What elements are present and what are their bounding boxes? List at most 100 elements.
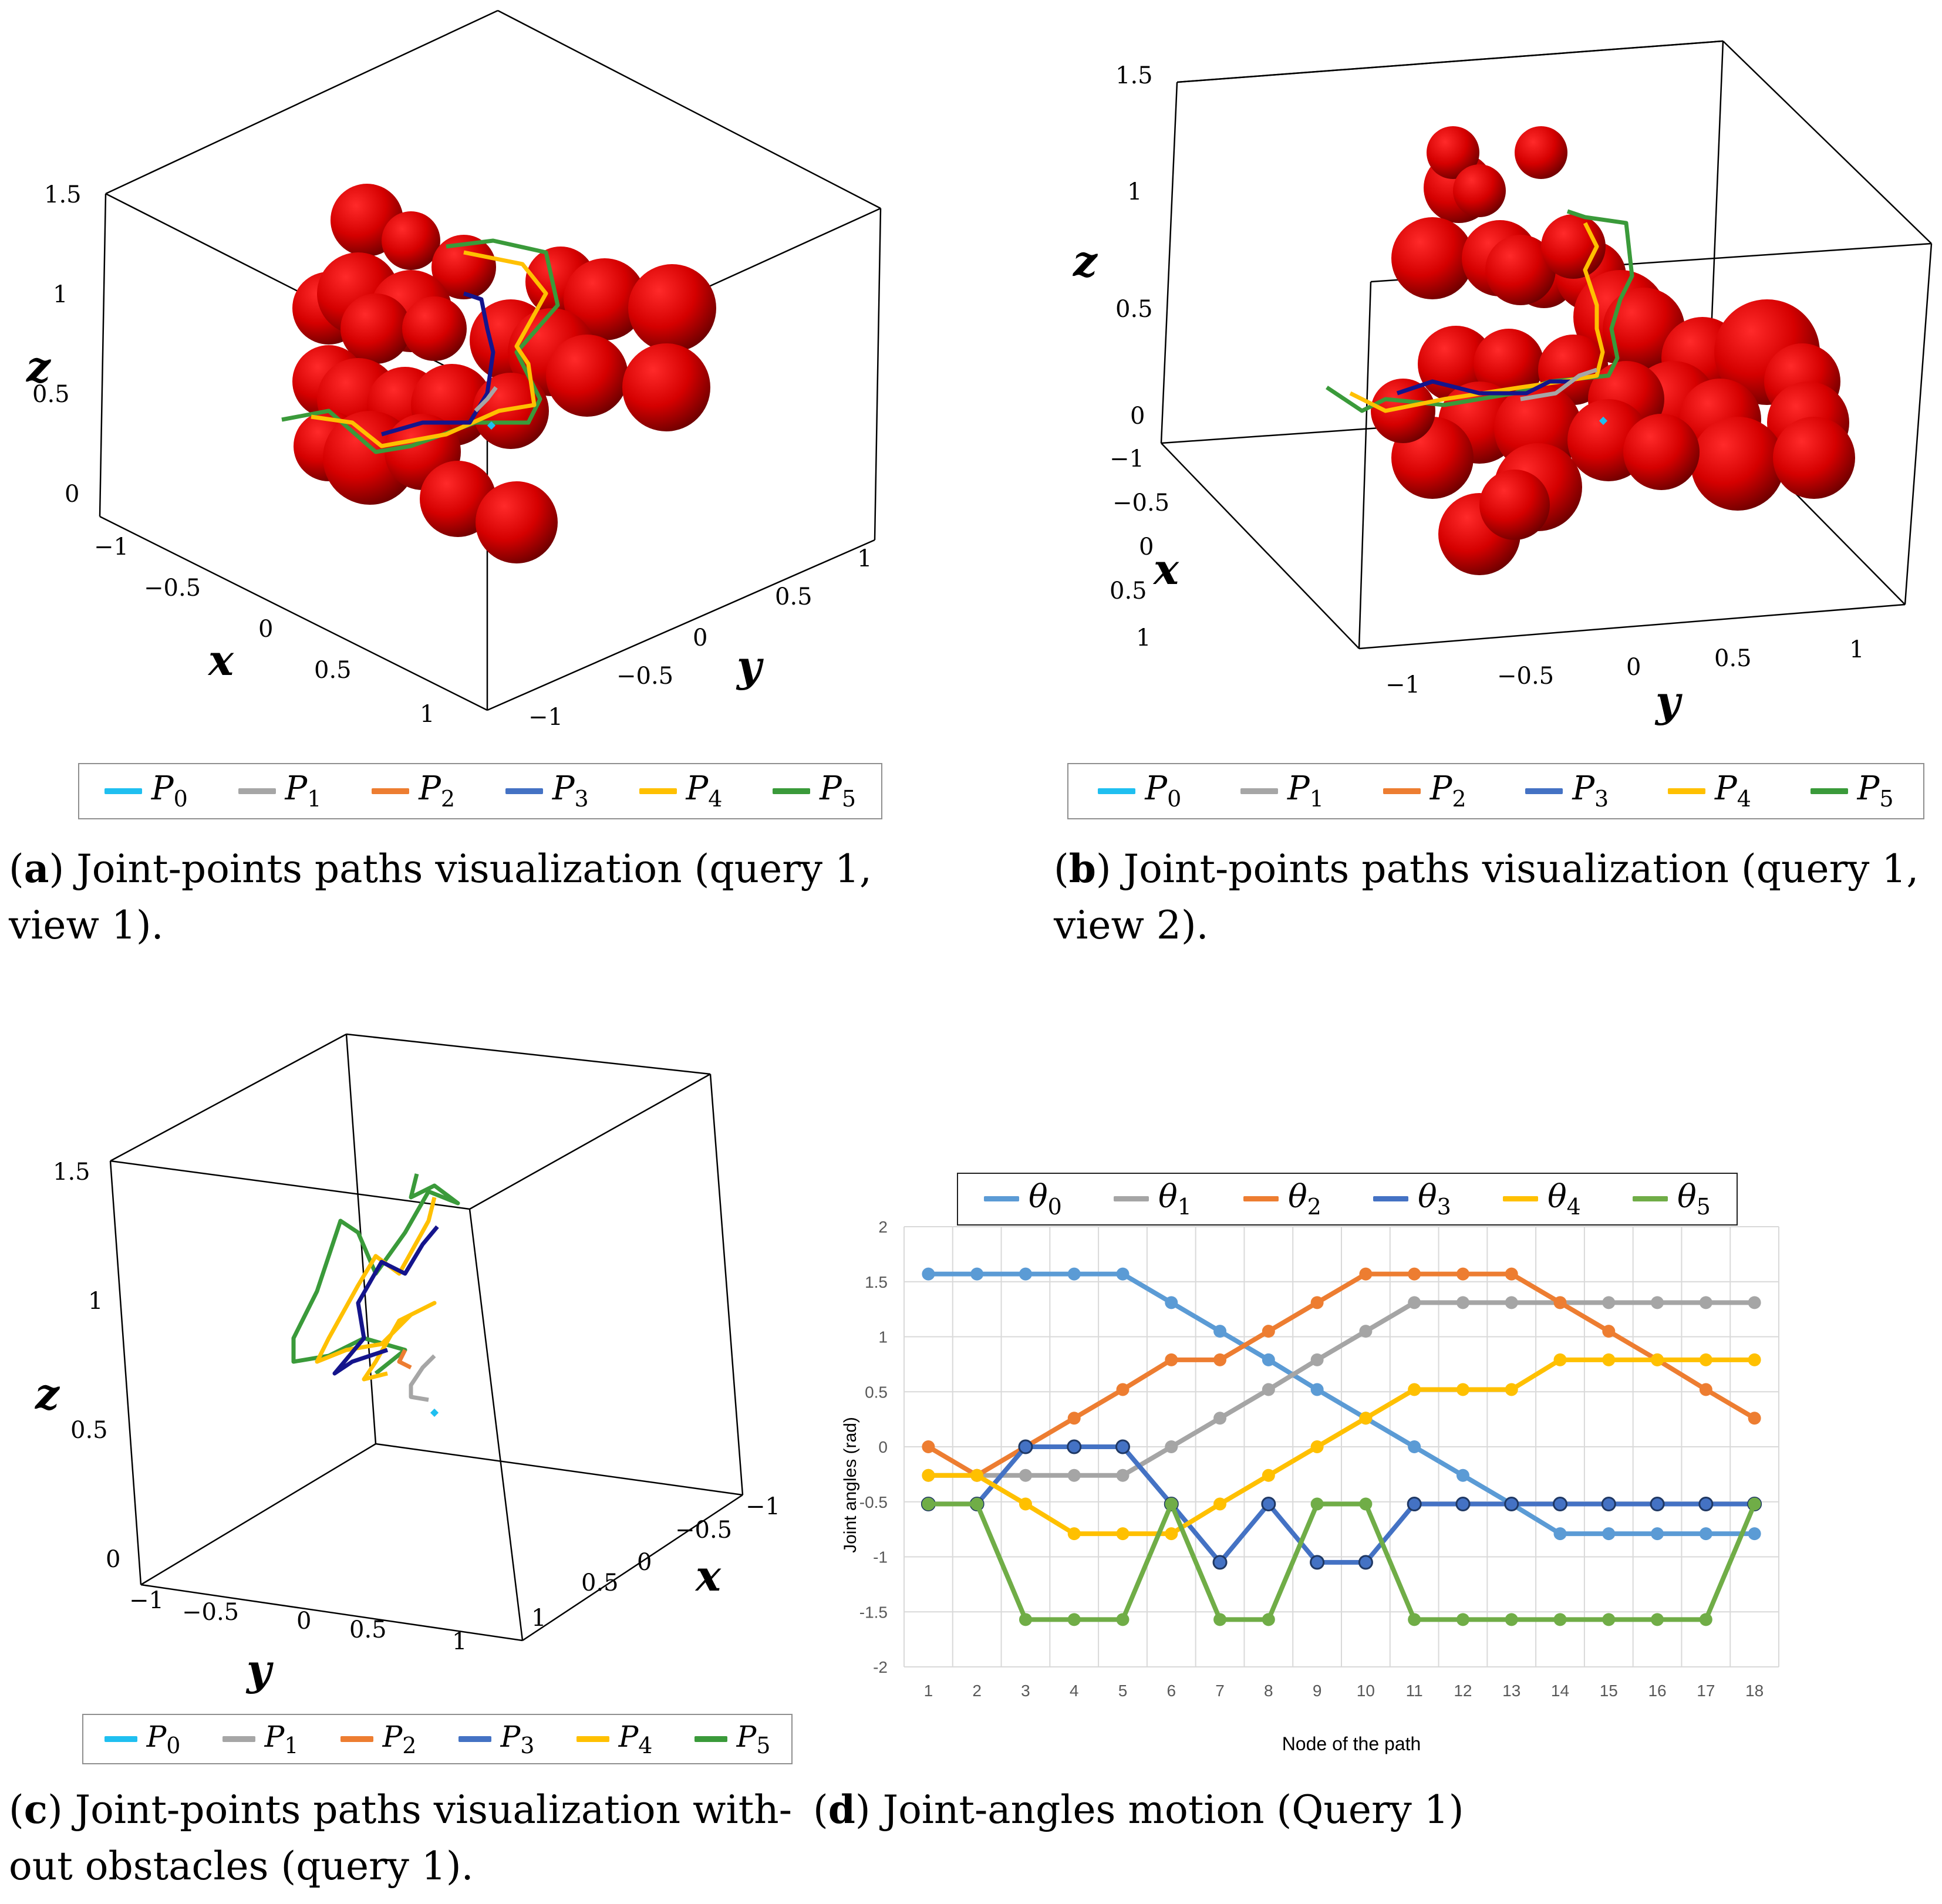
svg-text:0.5: 0.5 xyxy=(349,1616,387,1643)
svg-text:−1: −1 xyxy=(528,704,563,731)
legend-item: P2 xyxy=(340,1722,416,1757)
x-tick-label: 13 xyxy=(1502,1682,1520,1700)
data-point xyxy=(1115,1439,1130,1454)
legend-swatch xyxy=(1240,788,1279,794)
legend-swatch xyxy=(340,1736,373,1742)
legend-item: P4 xyxy=(576,1722,652,1757)
legend-item: P4 xyxy=(1668,772,1751,810)
svg-text:−1: −1 xyxy=(1385,671,1420,698)
x-tick-label: 18 xyxy=(1745,1682,1764,1700)
x-tick-label: 5 xyxy=(1118,1682,1128,1700)
series-theta-4 xyxy=(922,1353,1761,1541)
legend-swatch xyxy=(694,1736,727,1742)
panel-b-ticks: 1.5 1 0.5 0 −1 −0.5 0 0.5 1 −1 −0.5 0 0.… xyxy=(1110,62,1864,698)
legend-swatch xyxy=(1383,788,1421,794)
data-point xyxy=(1358,1555,1373,1570)
legend-swatch xyxy=(773,788,811,794)
x-tick-label: 12 xyxy=(1454,1682,1472,1700)
series-line xyxy=(927,1271,1756,1478)
data-point xyxy=(1651,1613,1664,1626)
series-line xyxy=(928,1271,1755,1537)
data-point xyxy=(1165,1296,1178,1309)
panel-a-plot-svg: 1.5 1 0.5 0 −1 −0.5 0 0.5 1 1 0.5 0 −0.5… xyxy=(25,9,882,731)
legend-swatch xyxy=(505,788,543,794)
svg-text:0: 0 xyxy=(637,1549,652,1576)
panel-b-z-axis-label: z xyxy=(1072,236,1098,286)
legend-item: θ4 xyxy=(1503,1180,1581,1217)
data-point xyxy=(1213,1497,1227,1511)
data-point xyxy=(1019,1267,1032,1281)
x-tick-label: 4 xyxy=(1070,1682,1079,1700)
legend-item: P1 xyxy=(222,1722,298,1757)
svg-text:1.5: 1.5 xyxy=(53,1159,90,1186)
legend-swatch xyxy=(984,1196,1020,1202)
data-point xyxy=(1408,1267,1421,1281)
data-point xyxy=(1699,1527,1712,1541)
data-point xyxy=(1602,1296,1616,1309)
data-point xyxy=(1455,1497,1471,1511)
svg-text:1.5: 1.5 xyxy=(44,181,82,208)
data-point xyxy=(1408,1383,1421,1396)
legend-item: P4 xyxy=(639,772,722,810)
svg-text:−1: −1 xyxy=(129,1587,164,1614)
panel-b-paths xyxy=(1326,209,1634,413)
legend-item: P3 xyxy=(458,1722,534,1757)
legend-item: P5 xyxy=(773,772,856,810)
panel-c-plot-svg: 1.5 1 0.5 0 −1 −0.5 0 0.5 1 −1 −0.5 0 0.… xyxy=(34,1033,780,1694)
y-tick-label: -2 xyxy=(873,1658,888,1676)
svg-text:−0.5: −0.5 xyxy=(616,663,673,690)
panel-b-legend: P0 P1 P2 P3 P4 P5 xyxy=(1067,763,1924,819)
legend-swatch xyxy=(238,788,276,794)
series-line xyxy=(928,1300,1755,1478)
data-point xyxy=(1116,1468,1130,1482)
data-point xyxy=(1310,1497,1324,1511)
data-point xyxy=(1748,1296,1761,1309)
svg-text:0.5: 0.5 xyxy=(32,381,70,408)
data-point xyxy=(1019,1497,1032,1511)
data-point xyxy=(1018,1439,1033,1454)
svg-text:0.5: 0.5 xyxy=(1115,296,1153,323)
chart-grid xyxy=(903,1226,1779,1667)
data-point xyxy=(1165,1353,1178,1366)
data-point xyxy=(1699,1613,1712,1626)
data-point xyxy=(1116,1613,1130,1626)
panel-c-legend: P0 P1 P2 P3 P4 P5 xyxy=(82,1714,793,1764)
data-point xyxy=(1262,1468,1275,1482)
data-point xyxy=(922,1497,935,1511)
legend-swatch xyxy=(104,788,142,794)
legend-item: P5 xyxy=(1810,772,1894,810)
x-tick-label: 8 xyxy=(1264,1682,1273,1700)
panel-a-ticks: 1.5 1 0.5 0 −1 −0.5 0 0.5 1 1 0.5 0 −0.5… xyxy=(32,181,872,731)
data-point xyxy=(1067,1527,1081,1541)
x-tick-label: 14 xyxy=(1551,1682,1569,1700)
data-point xyxy=(1067,1439,1082,1454)
legend-swatch xyxy=(458,1736,491,1742)
data-point xyxy=(1213,1412,1227,1425)
data-point xyxy=(1262,1613,1275,1626)
data-point xyxy=(1748,1497,1761,1511)
svg-text:0.5: 0.5 xyxy=(1110,578,1147,605)
data-point xyxy=(1505,1383,1518,1396)
x-tick-label: 11 xyxy=(1406,1682,1423,1700)
panel-c-x-axis-label: x xyxy=(694,1551,721,1601)
legend-item: P3 xyxy=(1525,772,1609,810)
x-tick-label: 6 xyxy=(1166,1682,1176,1700)
data-point xyxy=(1651,1353,1664,1366)
panel-b-obstacles xyxy=(1371,126,1855,575)
y-tick-label: 0 xyxy=(878,1438,888,1456)
data-point xyxy=(1359,1497,1373,1511)
svg-text:0.5: 0.5 xyxy=(1714,645,1752,672)
chart-x-axis-label: Node of the path xyxy=(1282,1733,1421,1754)
panel-a-3d-plot: 1.5 1 0.5 0 −1 −0.5 0 0.5 1 1 0.5 0 −0.5… xyxy=(0,0,916,757)
data-point xyxy=(1116,1383,1130,1396)
data-point xyxy=(1213,1353,1227,1366)
data-point xyxy=(1310,1296,1324,1309)
data-point xyxy=(1067,1468,1081,1482)
data-point xyxy=(1262,1353,1275,1366)
y-tick-label: 1 xyxy=(878,1328,888,1346)
legend-item: P3 xyxy=(505,772,589,810)
svg-text:1: 1 xyxy=(420,701,434,728)
y-tick-label: 0.5 xyxy=(865,1383,888,1401)
data-point xyxy=(1408,1440,1421,1453)
data-point xyxy=(1553,1296,1567,1309)
